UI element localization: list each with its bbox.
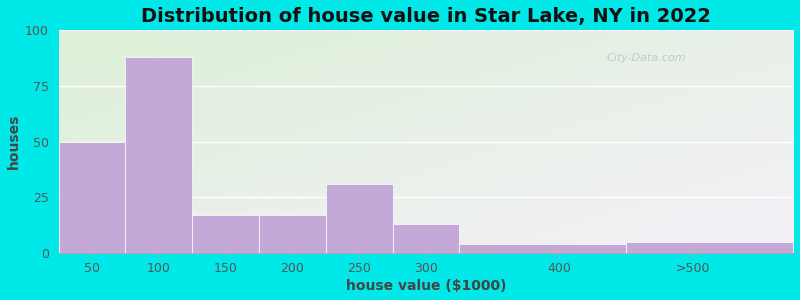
Bar	[58, 142, 126, 253]
Y-axis label: houses: houses	[7, 114, 21, 169]
Text: City-Data.com: City-Data.com	[606, 52, 686, 62]
Bar	[259, 215, 326, 253]
Bar	[459, 244, 626, 253]
Title: Distribution of house value in Star Lake, NY in 2022: Distribution of house value in Star Lake…	[141, 7, 711, 26]
Bar	[393, 224, 459, 253]
Bar	[126, 57, 192, 253]
Bar	[326, 184, 393, 253]
Bar	[626, 242, 793, 253]
Bar	[192, 215, 259, 253]
X-axis label: house value ($1000): house value ($1000)	[346, 279, 506, 293]
